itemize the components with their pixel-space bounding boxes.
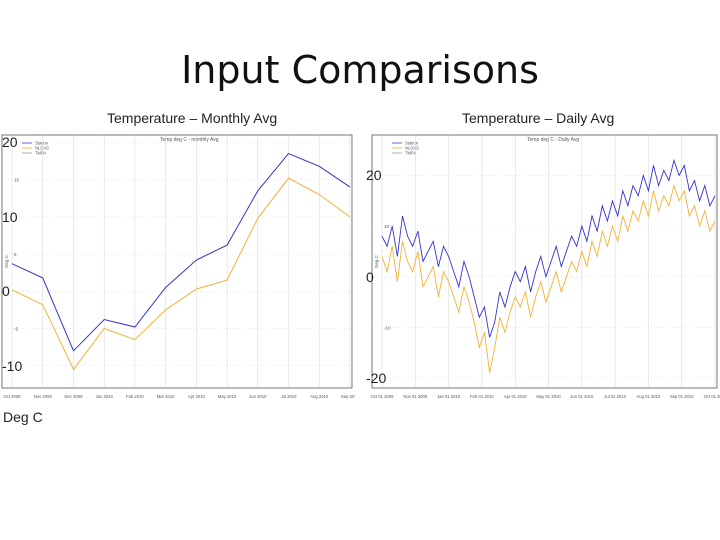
daily-x-tick-label: Jul 01 2010	[604, 394, 626, 399]
daily-y-axis-label: Deg C	[374, 254, 379, 268]
monthly-legend-label: NLDAS	[35, 146, 49, 151]
monthly-series-line-nldas	[11, 177, 351, 371]
monthly-large-y-tick-label: 20	[2, 134, 18, 151]
monthly-chart-subtitle: Temp deg C - monthly Avg	[160, 137, 219, 143]
daily-series-line-station	[381, 158, 716, 338]
monthly-large-y-tick-label: 10	[2, 208, 18, 225]
monthly-series-line-station	[11, 152, 351, 352]
daily-x-tick-label: Sep 01 2010	[670, 394, 694, 399]
daily-chart-title: Temperature – Daily Avg	[462, 110, 615, 126]
monthly-temperature-chart: Temp deg C - monthly Avg StationNLDASTMP…	[1, 134, 355, 399]
daily-x-tick-label: Aug 01 2010	[637, 394, 661, 399]
monthly-x-tick-label: Feb 2010	[126, 394, 144, 399]
monthly-small-y-tick-label: 15	[14, 178, 20, 183]
monthly-y-axis-label: Deg C	[4, 254, 9, 268]
daily-temperature-chart: Temp deg C - Daily Avg StationNLDASTMPA …	[371, 134, 720, 399]
monthly-large-y-tick-label: 0	[2, 283, 10, 300]
daily-series-line-nldas	[381, 184, 716, 373]
daily-chart-subtitle: Temp deg C - Daily Avg	[527, 137, 579, 143]
daily-x-tick-label: Oct 01 2009	[371, 394, 394, 399]
monthly-legend-label: TMPA	[35, 151, 47, 156]
slide-title: Input Comparisons	[181, 48, 539, 92]
y-axis-unit-label: Deg C	[3, 409, 43, 425]
daily-small-y-tick-label: 10	[384, 224, 390, 229]
monthly-large-y-tick-label: -10	[2, 357, 23, 374]
monthly-chart-title: Temperature – Monthly Avg	[107, 110, 278, 126]
daily-x-tick-label: Oct 01 2010	[704, 394, 720, 399]
daily-legend-label: Station	[405, 141, 419, 146]
daily-x-tick-label: Jun 01 2010	[570, 394, 594, 399]
monthly-x-tick-label: Mar 2010	[157, 394, 175, 399]
monthly-legend-label: Station	[35, 141, 49, 146]
daily-small-y-tick-label: -10	[384, 325, 391, 330]
daily-large-y-tick-label: -20	[366, 369, 387, 386]
monthly-x-tick-label: Jan 2010	[96, 394, 114, 399]
monthly-small-y-tick-label: -5	[14, 326, 18, 331]
monthly-x-tick-label: Sep 2010	[341, 394, 355, 399]
monthly-x-tick-label: Jul 2010	[281, 394, 298, 399]
monthly-x-tick-label: Oct 2009	[4, 394, 22, 399]
daily-x-tick-label: Feb 01 2010	[470, 394, 494, 399]
daily-large-y-tick-label: 20	[366, 167, 382, 184]
daily-x-tick-label: May 01 2010	[536, 394, 561, 399]
daily-legend-label: NLDAS	[405, 146, 419, 151]
monthly-x-tick-label: Nov 2009	[34, 394, 53, 399]
monthly-x-tick-label: Dec 2009	[64, 394, 83, 399]
monthly-small-y-tick-label: 5	[14, 252, 17, 257]
daily-large-y-tick-label: 0	[366, 268, 374, 285]
monthly-x-tick-label: Aug 2010	[310, 394, 329, 399]
monthly-x-tick-label: Apr 2010	[188, 394, 206, 399]
monthly-x-tick-label: Jun 2010	[249, 394, 267, 399]
monthly-plot-frame	[1, 134, 353, 389]
daily-plot-frame	[371, 134, 718, 389]
daily-x-tick-label: Apr 01 2010	[504, 394, 527, 399]
daily-x-tick-label: Nov 01 2009	[403, 394, 427, 399]
monthly-x-tick-label: May 2010	[218, 394, 237, 399]
daily-legend-label: TMPA	[405, 151, 417, 156]
daily-x-tick-label: Jan 01 2010	[437, 394, 461, 399]
